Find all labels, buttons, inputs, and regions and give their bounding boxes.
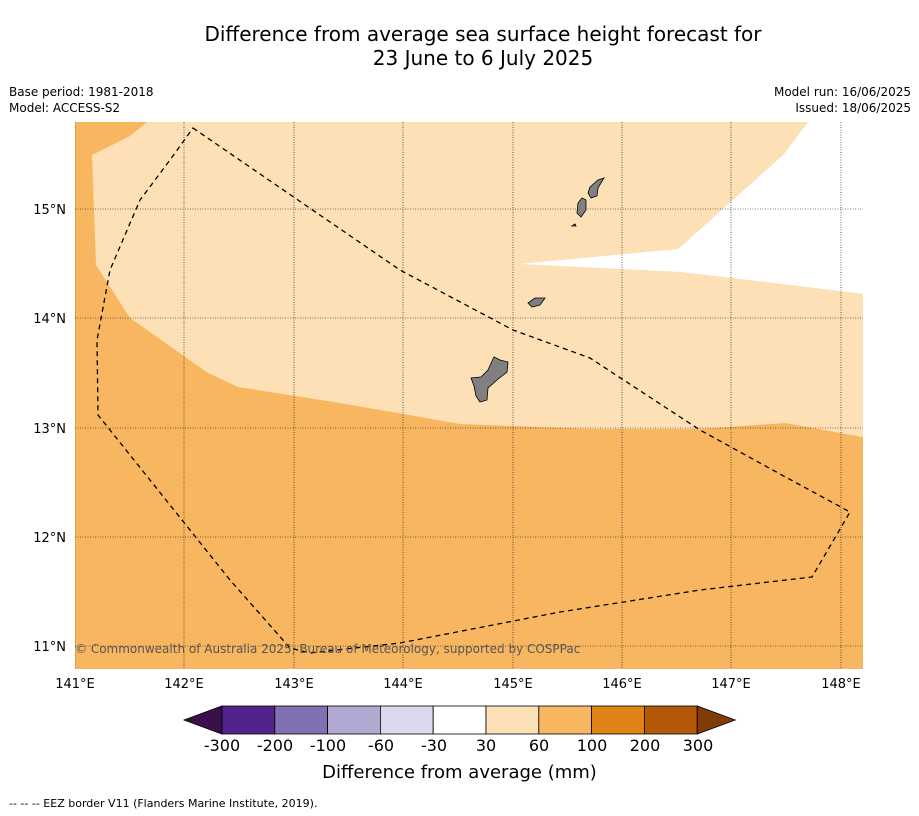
colorbar-swatch [591, 705, 645, 735]
colorbar-swatch [274, 705, 328, 735]
colorbar-tick: 300 [682, 736, 714, 755]
title-line-1: Difference from average sea surface heig… [204, 22, 762, 46]
copyright-notice: © Commonwealth of Australia 2025, Bureau… [75, 642, 580, 656]
colorbar-tick: -200 [256, 736, 294, 755]
aguijan-island [570, 223, 577, 227]
eez-footnote: -- -- -- EEZ border V11 (Flanders Marine… [9, 797, 318, 810]
anomaly-near-zero-region [518, 122, 863, 294]
lon-label: 141°E [55, 677, 95, 692]
colorbar-tick: -100 [309, 736, 347, 755]
map-area: © Commonwealth of Australia 2025, Bureau… [75, 122, 863, 669]
base-period: Base period: 1981-2018 [9, 85, 154, 99]
colorbar-swatch [644, 705, 698, 735]
colorbar-tick: -30 [420, 736, 448, 755]
colorbar-extend-high [696, 705, 737, 735]
lon-label: 148°E [821, 677, 861, 692]
colorbar-swatch [379, 705, 434, 735]
lon-label: 145°E [493, 677, 533, 692]
model-run: Model run: 16/06/2025 [773, 85, 911, 99]
lat-labels: 15°N 14°N 13°N 12°N 11°N [33, 203, 66, 655]
guam-island [470, 356, 509, 403]
colorbar-swatch [432, 705, 487, 735]
lat-label: 11°N [33, 640, 66, 655]
colorbar-extend-low [182, 705, 223, 735]
lat-label: 13°N [33, 422, 66, 437]
colorbar-tick: -60 [367, 736, 395, 755]
lat-label: 14°N [33, 312, 66, 327]
issued-date: Issued: 18/06/2025 [795, 101, 911, 115]
meta-right: Model run: 16/06/2025 Issued: 18/06/2025 [774, 84, 911, 116]
islands [470, 177, 605, 403]
colorbar [182, 705, 737, 735]
model-name: Model: ACCESS-S2 [9, 101, 121, 115]
colorbar-title: Difference from average (mm) [322, 762, 597, 783]
title-line-2: 23 June to 6 July 2025 [372, 46, 594, 70]
colorbar-tick: 60 [528, 736, 550, 755]
lat-label: 15°N [33, 203, 66, 218]
saipan-island [587, 177, 605, 199]
map-title: Difference from average sea surface heig… [0, 22, 919, 70]
rota-island [527, 297, 546, 308]
lon-label: 146°E [602, 677, 642, 692]
lon-label: 143°E [274, 677, 314, 692]
lon-label: 142°E [164, 677, 204, 692]
colorbar-swatch [327, 705, 381, 735]
colorbar-swatch [221, 705, 276, 735]
meta-left: Base period: 1981-2018 Model: ACCESS-S2 [9, 84, 154, 116]
colorbar-swatch [538, 705, 592, 735]
colorbar-tick: 100 [576, 736, 608, 755]
colorbar-tick: 200 [629, 736, 661, 755]
lon-label: 147°E [711, 677, 751, 692]
colorbar-swatch [485, 705, 540, 735]
colorbar-tick: -300 [203, 736, 241, 755]
colorbar-tick: 30 [475, 736, 497, 755]
lon-labels: 141°E 142°E 143°E 144°E 145°E 146°E 147°… [55, 677, 861, 692]
tinian-island [576, 197, 587, 218]
anomaly-30-60-region [92, 122, 863, 437]
gridlines [75, 122, 863, 669]
eez-border [96, 127, 851, 654]
lon-label: 144°E [383, 677, 423, 692]
lat-label: 12°N [33, 531, 66, 546]
